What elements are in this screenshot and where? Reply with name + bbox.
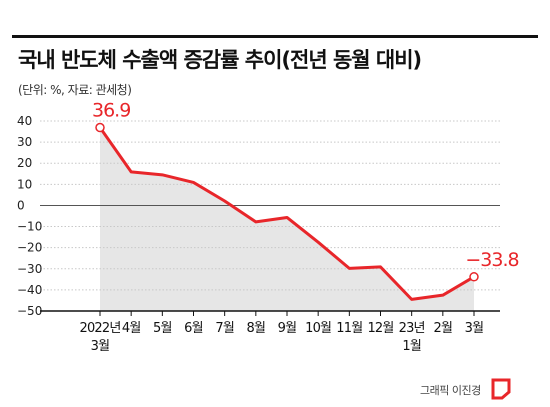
chart-title: 국내 반도체 수출액 증감률 추이(전년 동월 대비) bbox=[18, 48, 422, 72]
graphic-credit: 그래픽 이진경 bbox=[420, 384, 481, 397]
x-tick-label: 23년 1월 bbox=[399, 321, 425, 354]
data-label: 36.9 bbox=[92, 100, 130, 122]
x-tick-label: 12월 bbox=[367, 321, 393, 336]
y-tick-label: −30 bbox=[17, 262, 42, 276]
y-tick-label: −10 bbox=[17, 220, 42, 234]
publisher-logo-icon bbox=[491, 378, 511, 400]
x-tick-label: 6월 bbox=[184, 321, 203, 336]
chart-subtitle: (단위: %, 자료: 관세청) bbox=[18, 83, 132, 97]
y-tick-label: 40 bbox=[17, 114, 32, 128]
data-label: −33.8 bbox=[465, 249, 518, 271]
y-tick-label: −50 bbox=[17, 304, 42, 318]
x-tick-label: 2022년 3월 bbox=[79, 321, 120, 354]
y-tick-label: 20 bbox=[17, 156, 32, 170]
y-tick-label: 10 bbox=[17, 177, 32, 191]
x-tick-label: 9월 bbox=[278, 321, 297, 336]
x-tick-label: 10월 bbox=[305, 321, 331, 336]
x-tick-label: 5월 bbox=[153, 321, 172, 336]
x-tick-label: 3월 bbox=[465, 321, 484, 336]
data-point-marker bbox=[95, 122, 105, 133]
y-tick-label: 30 bbox=[17, 135, 32, 149]
x-tick-label: 2월 bbox=[434, 321, 453, 336]
series-line bbox=[98, 126, 476, 301]
data-point-marker bbox=[469, 272, 479, 282]
y-tick-label: −40 bbox=[17, 283, 42, 297]
y-tick-label: −20 bbox=[17, 241, 42, 255]
x-tick-label: 8월 bbox=[247, 321, 266, 336]
title-rule bbox=[12, 35, 538, 38]
x-tick-label: 7월 bbox=[215, 321, 234, 336]
y-tick-label: 0 bbox=[17, 198, 25, 212]
x-tick-label: 11월 bbox=[336, 321, 362, 336]
x-tick-label: 4월 bbox=[122, 321, 141, 336]
